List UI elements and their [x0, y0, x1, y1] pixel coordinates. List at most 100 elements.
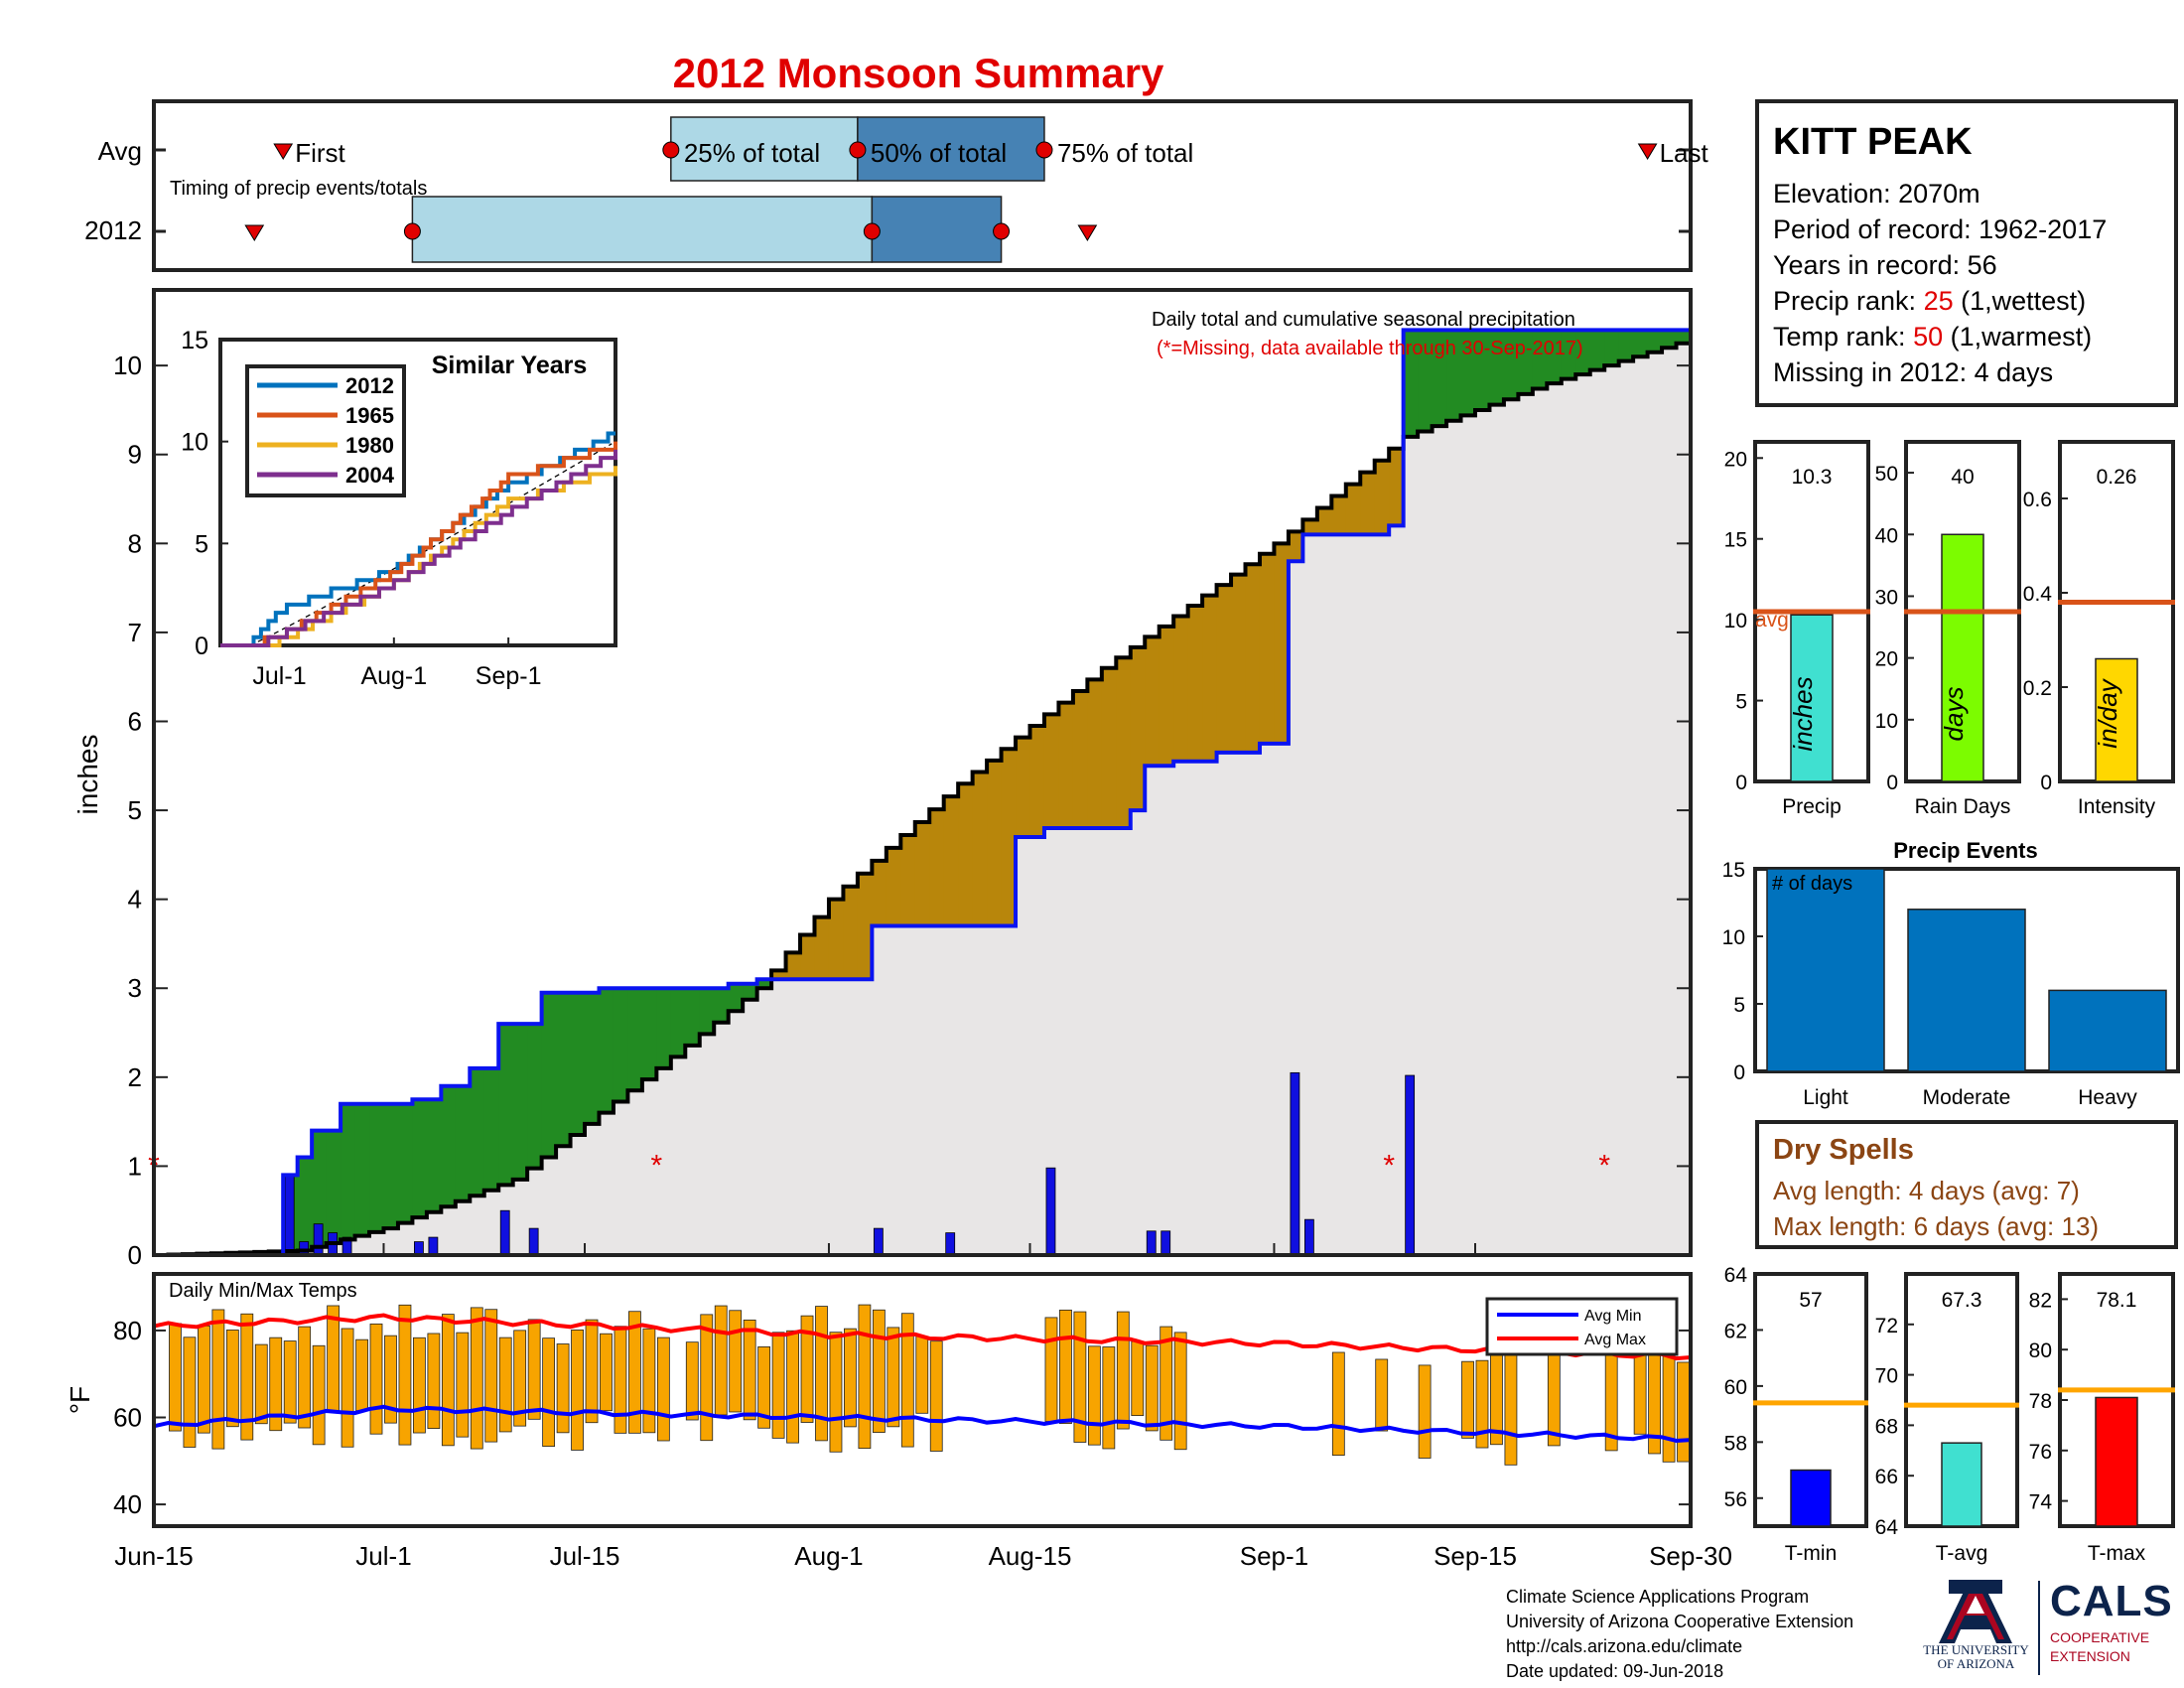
daily-temp-bar: [341, 1328, 354, 1448]
temp-ytick-label: 74: [2029, 1491, 2053, 1514]
dry-spells-avg: Avg length: 4 days (avg: 7): [1773, 1176, 2080, 1205]
xtick-label: Jul-15: [550, 1541, 620, 1571]
surplus-area: [1676, 330, 1692, 344]
daily-temp-bar: [456, 1332, 470, 1438]
summary-bars: 0 5 10 15 20 10.3 inches Precip 0 10 20 30 40 50 40 day…: [1724, 440, 2175, 818]
xtick-label: Sep-1: [1240, 1541, 1308, 1571]
missing-marker: *: [1383, 1149, 1395, 1182]
xtick-label: Sep-30: [1649, 1541, 1732, 1571]
surplus-area: [1403, 330, 1419, 437]
summary-ytick-label: 40: [1875, 524, 1898, 547]
avg-first-marker: [273, 143, 294, 160]
similar-years-inset: 0 5 10 15 Jul-1 Aug-1 Sep-1 Similar Years 2012…: [181, 327, 617, 690]
surplus-area: [1575, 330, 1591, 375]
precip-rank-value: 25: [1923, 286, 1954, 316]
inset-title: Similar Years: [432, 352, 588, 379]
temp-ytick-label: 72: [1875, 1315, 1898, 1337]
main-ytick-label: 9: [128, 440, 142, 470]
surplus-area: [1418, 330, 1433, 432]
summary-ytick-label: 10: [1875, 710, 1898, 733]
year-cumulative-line: [154, 328, 1691, 1257]
daily-temp-bar: [614, 1326, 627, 1434]
surplus-area: [743, 983, 758, 1000]
timing-avg-label: Avg: [98, 136, 142, 166]
daily-temp-bar: [1059, 1309, 1072, 1425]
year-first-marker: [244, 224, 265, 241]
daily-temp-bar: [1131, 1340, 1145, 1417]
surplus-area: [685, 988, 701, 1046]
main-ytick-label: 0: [128, 1240, 142, 1270]
station-info-box: KITT PEAK Elevation: 2070m Period of rec…: [1755, 99, 2178, 407]
cals-logo: CALS COOPERATIVE EXTENSION: [2050, 1577, 2173, 1664]
inset-xtick-label: Sep-1: [476, 662, 542, 690]
summary-inner-label-precip: inches: [1788, 676, 1818, 751]
daily-temp-bar: [585, 1319, 599, 1424]
year-last-marker: [1077, 224, 1098, 241]
xtick-label: Aug-15: [989, 1541, 1072, 1571]
daily-temp-bar: [829, 1332, 843, 1453]
daily-temp-bar: [1475, 1359, 1489, 1449]
university-of-arizona-logo: [1939, 1580, 2012, 1643]
summary-inner-label-rain_days: days: [1939, 687, 1969, 742]
daily-precip-bar: [428, 1236, 439, 1256]
xtick-label: Jun-15: [114, 1541, 194, 1571]
deficit-area: [1058, 702, 1074, 828]
temps-ytick-label: 40: [113, 1489, 142, 1519]
deficit-area: [1187, 606, 1203, 762]
daily-temp-bar: [283, 1340, 297, 1424]
surplus-area: [570, 992, 586, 1136]
daily-temp-bar: [355, 1338, 368, 1412]
deficit-area: [1302, 519, 1318, 535]
daily-temp-bar: [1145, 1344, 1159, 1432]
main-ytick-label: 6: [128, 706, 142, 736]
footer-line-3[interactable]: http://cals.arizona.edu/climate: [1506, 1636, 1743, 1656]
events-bar-moderate: [1907, 909, 2026, 1072]
daily-temp-bar: [1087, 1345, 1101, 1446]
temps-ytick-label: 80: [113, 1316, 142, 1345]
surplus-area: [527, 1024, 543, 1169]
surplus-area: [441, 1085, 457, 1207]
surplus-area: [714, 988, 730, 1023]
station-name: KITT PEAK: [1773, 121, 1973, 163]
year-marker-0: [403, 222, 421, 240]
temp-ytick-label: 68: [1875, 1415, 1898, 1438]
timing-year-label: 2012: [84, 215, 142, 245]
daily-temp-bar: [384, 1335, 397, 1424]
timing-p50-label: 50% of total: [871, 138, 1007, 168]
temps-ytick-label: 60: [113, 1403, 142, 1433]
daily-temp-bar: [571, 1329, 584, 1451]
temps-legend-max: Avg Max: [1584, 1332, 1646, 1348]
daily-temp-bar: [441, 1314, 455, 1447]
surplus-area: [483, 1067, 499, 1191]
main-ytick-label: 7: [128, 618, 142, 647]
temp-label-tavg: T-avg: [1936, 1542, 1988, 1565]
deficit-area: [1087, 679, 1103, 828]
surplus-area: [1503, 330, 1519, 400]
inset-xtick-label: Aug-1: [360, 662, 427, 690]
precip-events-chart: Precip Events 0 5 10 15 Light Moderate Heavy #…: [1722, 838, 2180, 1109]
events-ytick-label: 0: [1733, 1061, 1745, 1084]
deficit-area: [1202, 595, 1218, 762]
summary-inner-label-intensity: in/day: [2093, 677, 2122, 748]
deficit-area: [1259, 553, 1276, 744]
summary-ytick-label: 5: [1735, 691, 1747, 714]
main-ytick-label: 2: [128, 1062, 142, 1092]
daily-precip-bar: [1405, 1074, 1416, 1256]
daily-temp-bar: [312, 1344, 326, 1446]
temp-ytick-label: 60: [1724, 1376, 1747, 1399]
deficit-area: [1130, 646, 1146, 811]
daily-precip-bar: [414, 1241, 424, 1256]
surplus-area: [1662, 330, 1678, 349]
dry-spells-title: Dry Spells: [1773, 1134, 1914, 1166]
daily-temp-bar: [1116, 1311, 1130, 1430]
inset-legend-label: 1965: [345, 403, 394, 428]
inset-ytick-label: 0: [195, 633, 208, 660]
temps-legend-min: Avg Min: [1584, 1308, 1642, 1325]
events-ytick-label: 15: [1722, 859, 1745, 882]
daily-temp-bar: [211, 1309, 225, 1450]
deficit-area: [828, 899, 845, 980]
summary-ytick-label: 50: [1875, 463, 1898, 486]
surplus-area: [1446, 330, 1462, 421]
deficit-area: [1072, 691, 1088, 828]
deficit-area: [800, 934, 816, 980]
